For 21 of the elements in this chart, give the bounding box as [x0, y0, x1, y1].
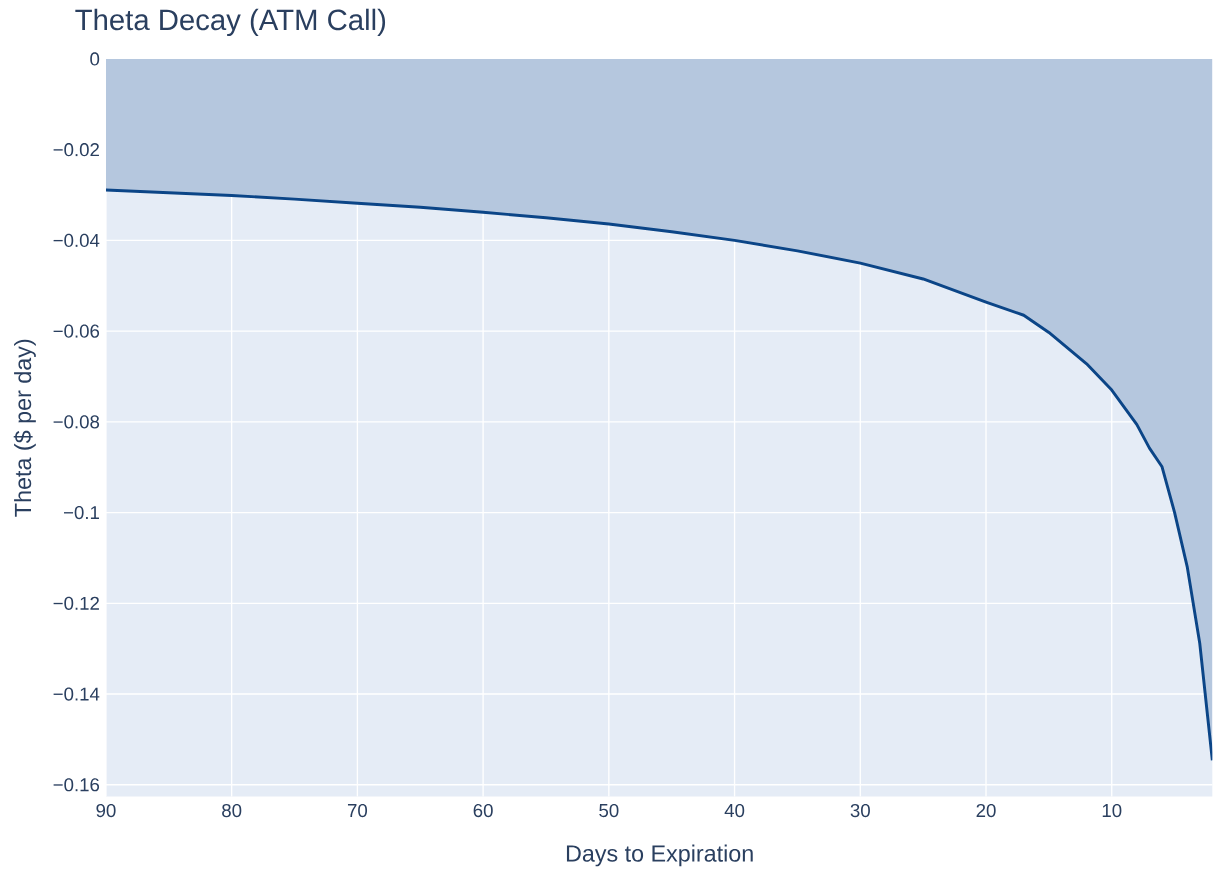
- x-tick-label: 20: [976, 804, 996, 818]
- x-tick-label: 70: [347, 804, 368, 818]
- y-tick-label: −0.06: [53, 324, 100, 338]
- y-tick-label: −0.04: [53, 234, 100, 248]
- x-tick-label: 80: [222, 804, 242, 818]
- chart-title: Theta Decay (ATM Call): [75, 8, 386, 37]
- x-axis-title: Days to Expiration: [566, 844, 753, 867]
- x-tick-label: 50: [599, 804, 619, 818]
- y-axis-title: Theta ($ per day): [13, 340, 36, 517]
- x-tick-label: 40: [724, 804, 745, 818]
- x-tick-label: 90: [96, 804, 116, 818]
- y-tick-label: −0.02: [53, 143, 99, 157]
- y-tick-label: −0.16: [53, 778, 100, 792]
- y-tick-label: −0.08: [53, 415, 100, 429]
- y-tick-label: −0.12: [53, 596, 99, 611]
- y-tick-label: −0.14: [53, 687, 100, 701]
- x-tick-label: 10: [1102, 804, 1122, 818]
- x-tick-label: 30: [850, 804, 870, 818]
- y-tick-label: −0.1: [63, 506, 99, 520]
- x-tick-label: 60: [473, 804, 493, 818]
- y-tick-label: 0: [90, 52, 100, 66]
